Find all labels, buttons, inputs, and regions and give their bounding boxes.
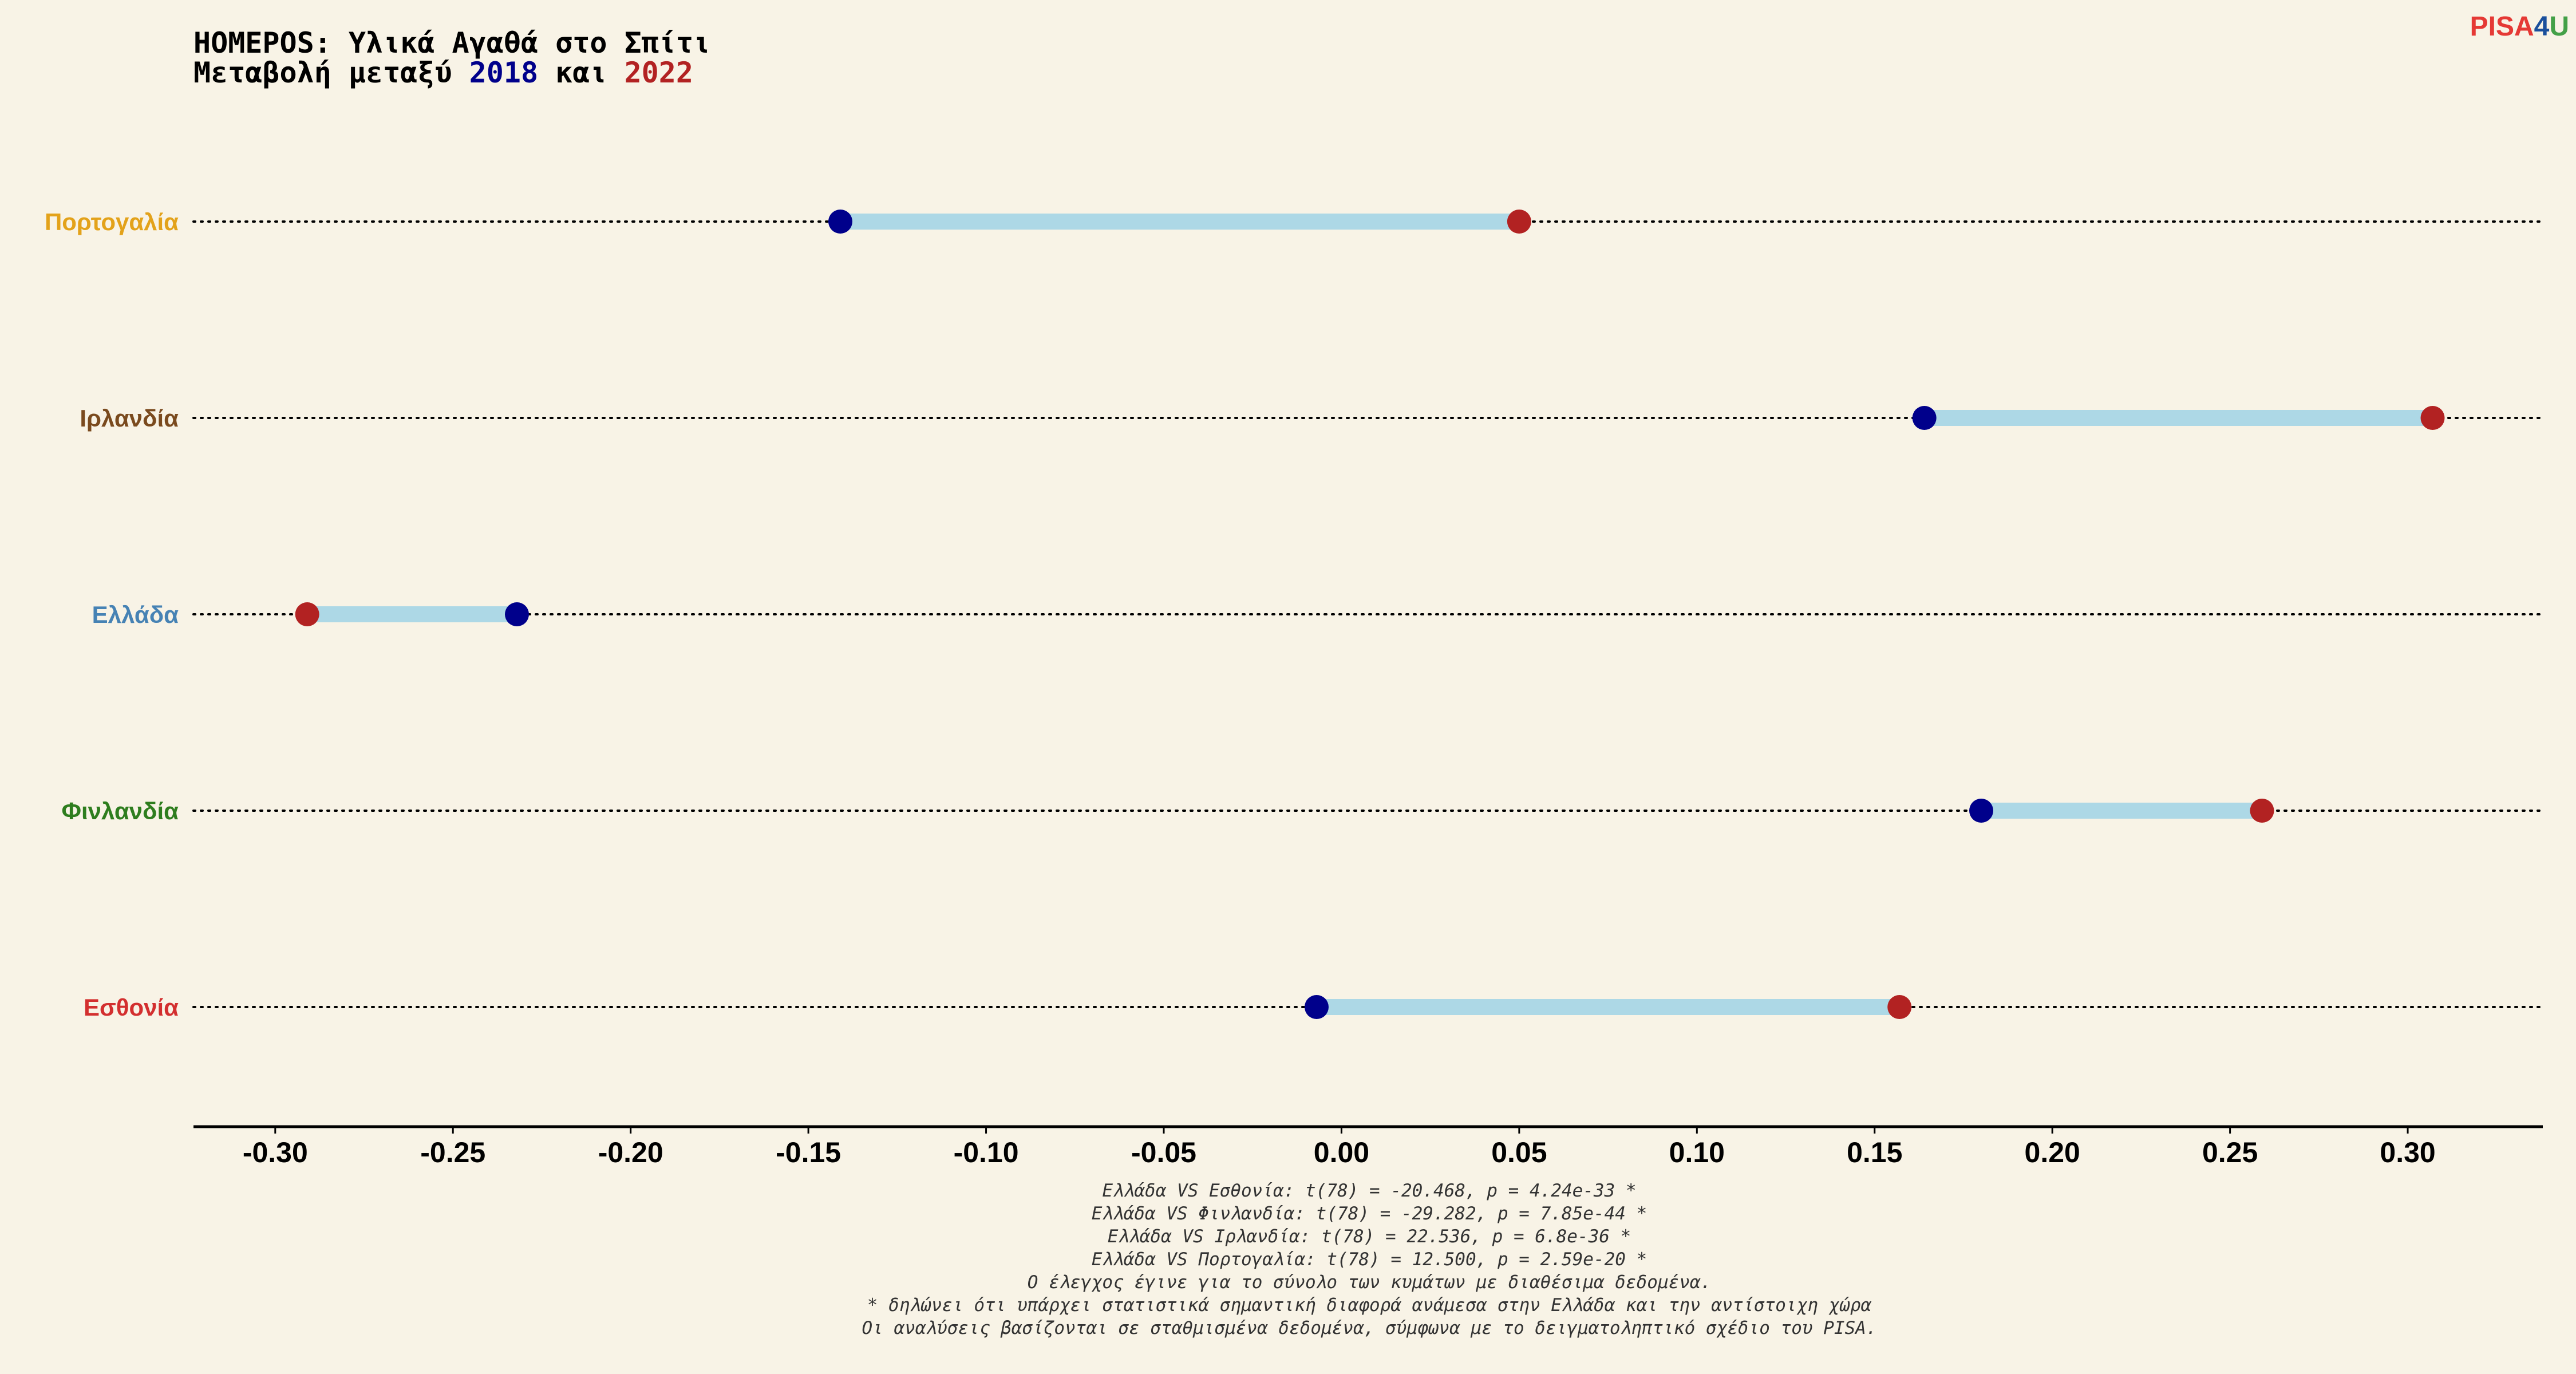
footnotes: Ελλάδα VS Εσθονία: t(78) = -20.468, p = … (862, 1180, 1876, 1339)
logo-suffix: U (2549, 11, 2569, 42)
category-label: Εσθονία (84, 994, 179, 1021)
x-tick-label: -0.05 (1131, 1136, 1196, 1168)
footnote-line: Οι αναλύσεις βασίζονται σε σταθμισμένα δ… (862, 1318, 1876, 1339)
point-2022 (295, 602, 319, 626)
x-tick-label: -0.30 (243, 1136, 308, 1168)
logo-prefix: PISA (2470, 11, 2534, 42)
title-mid: και (538, 56, 625, 89)
title-year-start: 2018 (469, 56, 538, 89)
chart-title-line1: HOMEPOS: Υλικά Αγαθά στο Σπίτι (193, 26, 710, 60)
footnote-line: Ο έλεγχος έγινε για το σύνολο των κυμάτω… (1028, 1272, 1711, 1293)
plot-area: Πορτογαλία Ιρλανδία Ελλάδα Φινλανδία Εσθονία (45, 208, 2544, 1021)
point-2018 (504, 602, 529, 626)
footnote-line: Ελλάδα VS Ιρλανδία: t(78) = 22.536, p = … (1108, 1226, 1631, 1247)
x-tick-label: -0.20 (598, 1136, 663, 1168)
footnote-line: * δηλώνει ότι υπάρχει στατιστικά σημαντι… (867, 1295, 1872, 1316)
x-tick-label: -0.25 (420, 1136, 485, 1168)
x-tick-label: 0.25 (2202, 1136, 2258, 1168)
logo-digit: 4 (2534, 11, 2550, 42)
x-tick-label: -0.15 (776, 1136, 841, 1168)
point-2018 (1304, 995, 1329, 1019)
footnote-line: Ελλάδα VS Εσθονία: t(78) = -20.468, p = … (1102, 1180, 1636, 1201)
point-2018 (1912, 406, 1937, 430)
x-axis: -0.30 -0.25 -0.20 -0.15 -0.10 -0.05 0.00 0.05 0.… (193, 1125, 2543, 1168)
pisa4u-logo: PISA4U (2470, 11, 2569, 42)
point-2022 (1887, 995, 1912, 1019)
chart-title-line2: Μεταβολή μεταξύ 2018 και 2022 (193, 56, 693, 89)
x-tick-label: 0.30 (2380, 1136, 2435, 1168)
title-prefix: Μεταβολή μεταξύ (193, 56, 469, 89)
x-tick-label: 0.20 (2025, 1136, 2080, 1168)
point-2018 (828, 210, 852, 234)
category-label: Φινλανδία (62, 797, 179, 824)
point-2022 (2420, 406, 2445, 430)
point-2022 (1507, 210, 1531, 234)
point-2018 (1969, 799, 1994, 823)
category-label: Πορτογαλία (45, 208, 179, 235)
footnote-line: Ελλάδα VS Πορτογαλία: t(78) = 12.500, p … (1092, 1249, 1647, 1270)
point-2022 (2250, 799, 2274, 823)
x-tick-label: 0.05 (1491, 1136, 1547, 1168)
x-tick-label: 0.10 (1669, 1136, 1725, 1168)
x-tick-label: 0.15 (1847, 1136, 1902, 1168)
category-label: Ιρλανδία (80, 405, 179, 432)
category-label: Ελλάδα (92, 601, 179, 628)
x-tick-label: -0.10 (954, 1136, 1019, 1168)
footnote-line: Ελλάδα VS Φινλανδία: t(78) = -29.282, p … (1092, 1203, 1647, 1224)
x-tick-label: 0.00 (1314, 1136, 1369, 1168)
title-year-end: 2022 (625, 56, 693, 89)
